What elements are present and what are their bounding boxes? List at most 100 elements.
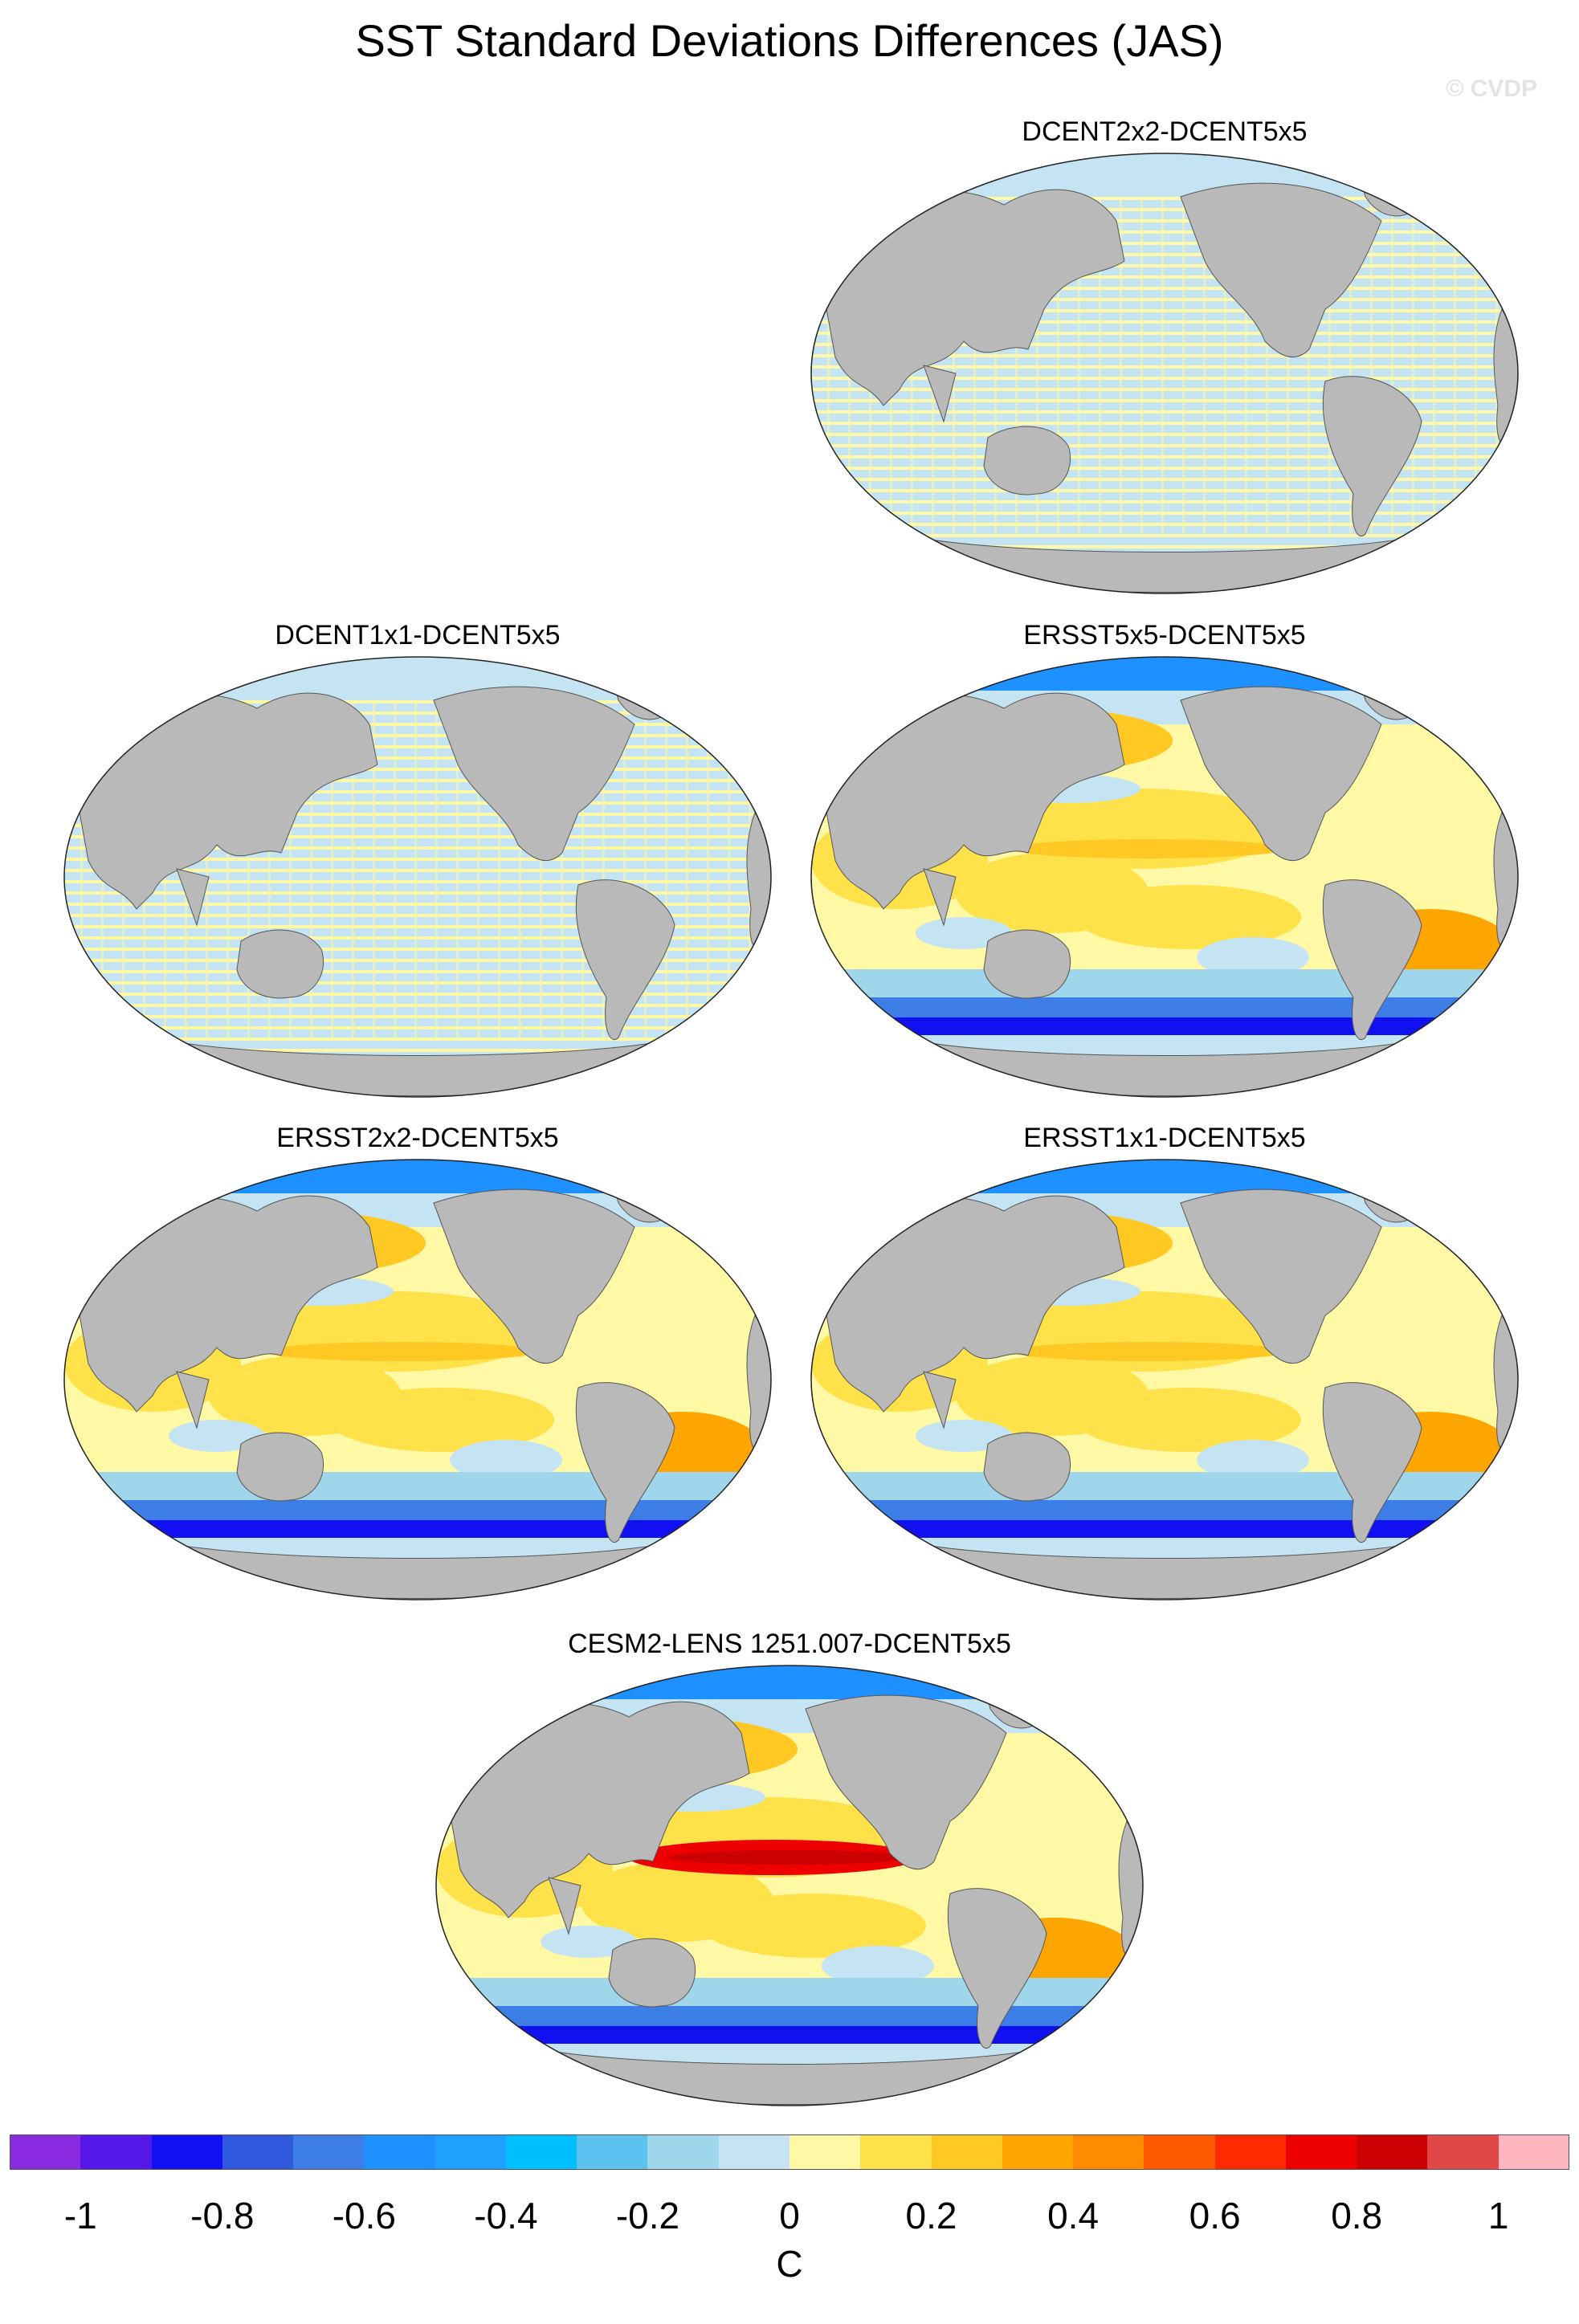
stripe [811, 467, 1518, 470]
stripe [64, 948, 771, 951]
stripe [289, 700, 292, 1038]
land-australia [236, 929, 324, 999]
land-north-america [433, 1189, 635, 1364]
southern-ocean-negative [811, 1520, 1518, 1538]
stripe [1015, 197, 1018, 534]
anomaly-blob [1197, 1440, 1309, 1480]
stripe [373, 700, 375, 1038]
map-panel-p4: ERSST2x2-DCENT5x5 [48, 1123, 787, 1621]
stripe [953, 197, 955, 534]
map-outline [63, 1159, 772, 1600]
anomaly-blob [701, 1894, 926, 1958]
stripe [827, 197, 830, 534]
equatorial-band [265, 1342, 538, 1361]
stripe [80, 700, 83, 1038]
map-p1 [810, 153, 1519, 594]
map-p4 [63, 1159, 772, 1600]
stripe [1391, 197, 1393, 534]
stripe [811, 332, 1518, 335]
southern-ocean-negative [811, 997, 1518, 1020]
stripe [811, 388, 1518, 391]
map-outline [63, 656, 772, 1098]
southern-ocean-negative [436, 2006, 1143, 2028]
stripe [1057, 197, 1059, 534]
colorbar-box [293, 2134, 365, 2170]
land-india [176, 1371, 210, 1429]
stripe [64, 869, 771, 872]
stripe [64, 970, 771, 973]
stripe [728, 700, 730, 1038]
southern-ocean-negative [811, 1472, 1518, 1504]
colorbar-box [1002, 2134, 1074, 2170]
stripe [1099, 197, 1101, 534]
map-panel-p5: ERSST1x1-DCENT5x5 [795, 1123, 1534, 1621]
colorbar-box [10, 2134, 81, 2170]
map-p3 [810, 656, 1519, 1098]
colorbar-box [1427, 2134, 1499, 2170]
southern-ocean-negative [811, 969, 1518, 1001]
watermark: © CVDP [1446, 75, 1537, 102]
map-field [811, 153, 1518, 593]
stripe [623, 700, 626, 1038]
equatorial-core [669, 1850, 910, 1865]
land-india [923, 868, 957, 927]
colorbar-tick-label: -0.8 [190, 2195, 255, 2236]
land-africa-edge [1493, 1314, 1518, 1451]
colorbar-box [151, 2134, 223, 2170]
stripe [811, 208, 1518, 211]
stripe [64, 1049, 771, 1052]
stripe [64, 959, 771, 962]
stripe [1454, 197, 1456, 534]
map-p6 [435, 1665, 1144, 2106]
land-north-america [1180, 1189, 1382, 1364]
stripe [519, 700, 521, 1038]
panel-title: ERSST2x2-DCENT5x5 [276, 1123, 559, 1153]
map-field [64, 657, 771, 1097]
stripe [64, 745, 771, 748]
colorbar-box [1144, 2134, 1216, 2170]
stripe [64, 914, 771, 917]
land-south-america [1322, 376, 1422, 536]
stripe [498, 700, 500, 1038]
stripe [477, 700, 479, 1038]
land-south-america [1322, 1382, 1422, 1543]
stripe [811, 410, 1518, 414]
map-outline [810, 153, 1519, 594]
colorbar-box [1285, 2134, 1357, 2170]
stripe [1475, 197, 1477, 534]
stripe [811, 523, 1518, 526]
stripe [561, 700, 563, 1038]
map-field [811, 657, 1518, 1097]
stripe [811, 219, 1518, 222]
land-asia [71, 692, 378, 910]
panel-title: CESM2-LENS 1251.007-DCENT5x5 [568, 1629, 1011, 1659]
stripe [64, 711, 771, 715]
stripe [811, 320, 1518, 324]
stripe [1287, 197, 1289, 534]
stripe [64, 1015, 771, 1018]
colorbar-box [80, 2134, 153, 2170]
colorbar-box [790, 2134, 861, 2170]
arctic-negative [177, 1160, 659, 1193]
stripe [707, 700, 709, 1038]
map-panel-p1: DCENT2x2-DCENT5x5 [795, 116, 1534, 614]
stripe [64, 700, 771, 703]
colorbar-box [1357, 2134, 1428, 2170]
colorbar-tick-label: 0 [779, 2195, 800, 2236]
stripe [811, 489, 1518, 492]
stripe [414, 700, 417, 1038]
colorbar [10, 2134, 1570, 2170]
stripe [331, 700, 333, 1038]
anomaly-blob [329, 1388, 554, 1452]
stripe [1308, 197, 1310, 534]
map-field [811, 1160, 1518, 1600]
stripe [64, 880, 771, 883]
stripe [64, 779, 771, 782]
anomaly-blob [1076, 885, 1301, 949]
colorbar-box [1073, 2134, 1144, 2170]
land-africa-edge [746, 811, 771, 948]
stripe [64, 734, 771, 737]
anomaly-blob [450, 1440, 562, 1480]
map-panel-p2: DCENT1x1-DCENT5x5 [48, 620, 787, 1118]
land-australia [983, 1432, 1071, 1502]
